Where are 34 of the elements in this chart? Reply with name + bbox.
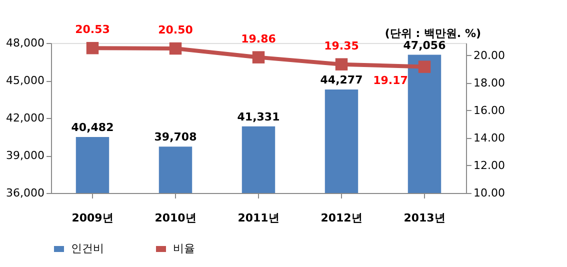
y-tick-label: 42,000 (6, 112, 44, 124)
text: 19.86 (241, 32, 276, 46)
legend-label: 비율 (173, 242, 195, 255)
x-tick-label: 2012년 (320, 212, 362, 224)
y-tick-label: 48,000 (6, 36, 44, 50)
text: (단위 : 백만원. %) (384, 27, 481, 40)
y2-tick-label: 14.00 (474, 131, 505, 144)
y2-tick-label: 16.00 (474, 104, 505, 117)
point (169, 42, 182, 55)
x-tick-label: 2010년 (154, 212, 196, 224)
legend-label: 인건비 (71, 242, 104, 255)
text: 40,482 (71, 120, 114, 134)
point (252, 51, 265, 64)
text: 41,331 (237, 110, 280, 124)
y2-tick-label: 18.00 (474, 76, 505, 90)
text: 20.53 (75, 23, 110, 36)
text: 20.50 (158, 24, 193, 37)
text: 19.17 (373, 74, 408, 87)
y2-tick-label: 20.00 (474, 48, 505, 62)
y-tick-label: 36,000 (6, 186, 44, 200)
y-tick-label: 45,000 (6, 74, 44, 87)
y-tick-label: 39,000 (6, 149, 44, 162)
point (335, 58, 348, 70)
y2-tick-label: 12.00 (474, 158, 505, 172)
x-tick-label: 2013년 (404, 212, 446, 224)
point (86, 42, 99, 54)
x-tick-label: 2009년 (72, 212, 114, 224)
text: 44,277 (320, 74, 363, 87)
y2-tick-label: 10.00 (474, 186, 505, 200)
text: 19.35 (324, 39, 359, 52)
x-tick-label: 2011년 (238, 212, 280, 224)
text: 39,708 (154, 130, 197, 144)
text: 47,056 (403, 38, 446, 52)
point (418, 60, 431, 73)
